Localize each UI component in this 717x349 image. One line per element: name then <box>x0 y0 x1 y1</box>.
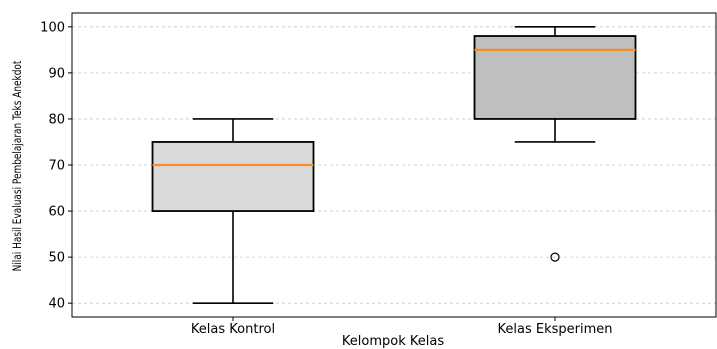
box-group <box>473 26 637 262</box>
y-ticks: 40 50 60 70 80 90 100 <box>40 20 72 312</box>
iqr-box <box>151 141 315 212</box>
x-tick-label: Kelas Kontrol <box>191 322 275 337</box>
boxes <box>151 26 637 304</box>
plot-area-frame <box>71 12 717 318</box>
iqr-box <box>473 35 637 120</box>
y-tick-label: 90 <box>48 66 65 81</box>
y-tick-label: 100 <box>40 20 65 35</box>
y-tick-label: 60 <box>48 205 65 220</box>
y-axis-label: Nilai Hasil Evaluasi Pembelajaran Teks A… <box>11 61 24 272</box>
x-axis-label: Kelompok Kelas <box>342 334 444 349</box>
y-tick-label: 50 <box>48 251 65 266</box>
outlier-point <box>550 252 560 262</box>
x-tick-label: Kelas Eksperimen <box>498 322 613 337</box>
x-ticks: Kelas Kontrol Kelas Eksperimen <box>191 317 613 337</box>
box-group <box>151 118 315 304</box>
y-tick-label: 40 <box>48 297 65 312</box>
y-tick-label: 80 <box>48 112 65 127</box>
y-tick-label: 70 <box>48 159 65 174</box>
